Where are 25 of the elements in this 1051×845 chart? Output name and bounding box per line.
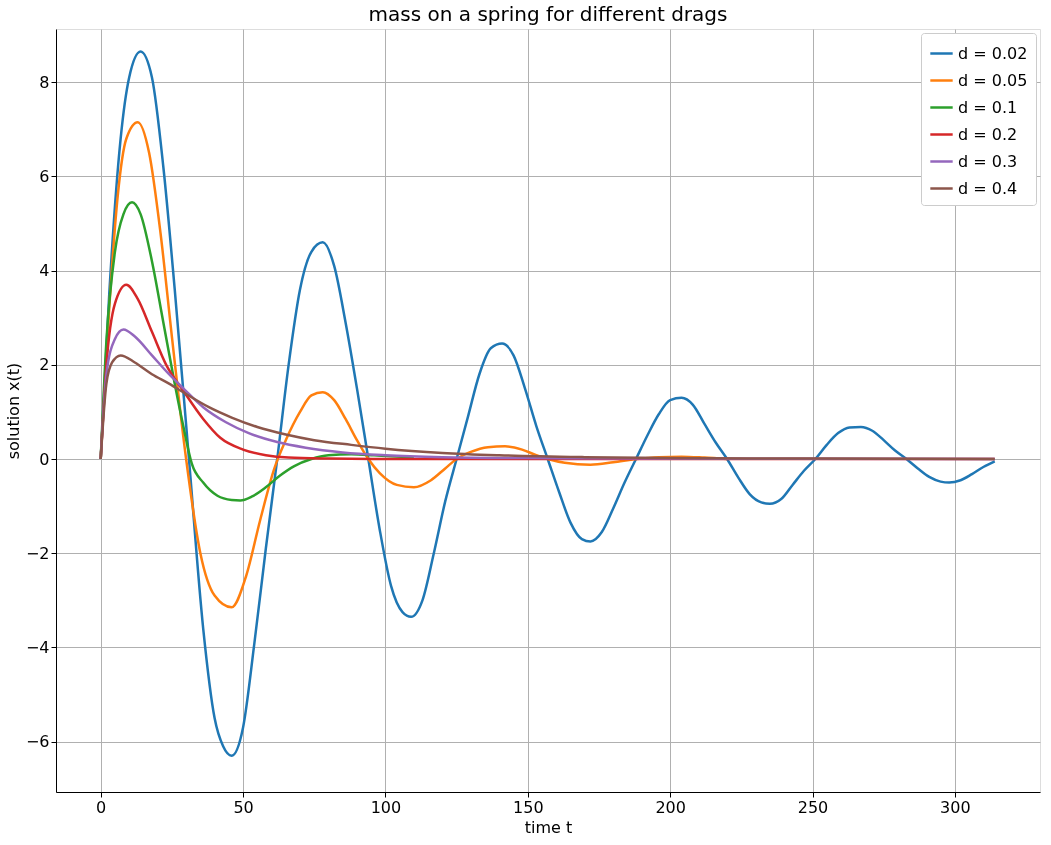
- y-tick-label: 8: [39, 72, 50, 92]
- y-tick-label: −4: [25, 637, 50, 657]
- x-tick-label: 200: [655, 797, 686, 817]
- legend-label: d = 0.3: [958, 151, 1018, 171]
- y-tick-label: −2: [25, 543, 50, 563]
- x-tick-label: 0: [96, 797, 107, 817]
- legend-label: d = 0.1: [958, 97, 1018, 117]
- x-tick-label: 300: [940, 797, 971, 817]
- y-tick-label: 6: [39, 166, 50, 186]
- x-axis-title: time t: [524, 817, 573, 837]
- x-tick-label: 150: [513, 797, 544, 817]
- x-tick-label: 100: [370, 797, 402, 817]
- x-tick-label: 250: [797, 797, 829, 817]
- y-tick-label: 4: [39, 261, 50, 281]
- x-tick-label: 50: [233, 797, 254, 817]
- y-axis-title: solution x(t): [3, 362, 23, 460]
- chart-title: mass on a spring for different drags: [368, 2, 728, 26]
- legend-label: d = 0.2: [958, 124, 1018, 144]
- legend-label: d = 0.02: [958, 43, 1028, 63]
- y-tick-label: 2: [39, 355, 50, 375]
- y-tick-label: 0: [39, 449, 50, 469]
- legend-label: d = 0.4: [958, 178, 1018, 198]
- legend-label: d = 0.05: [958, 70, 1028, 90]
- line-series: [99, 354, 996, 461]
- y-tick-label: −6: [25, 732, 50, 752]
